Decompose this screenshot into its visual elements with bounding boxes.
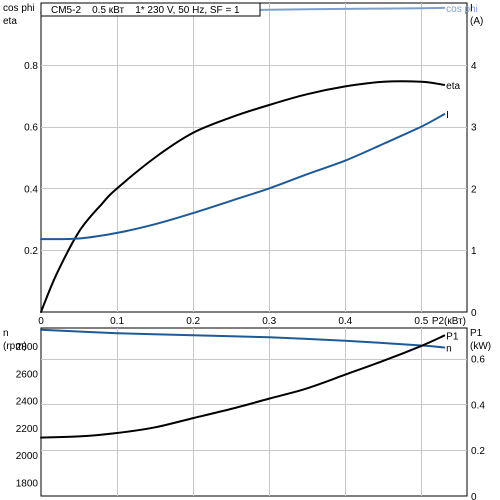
series-line-i xyxy=(40,113,446,241)
series-label-i: I xyxy=(446,110,449,121)
top-right-tick-4: 4 xyxy=(471,61,477,72)
top-right-tick-1: 1 xyxy=(471,246,477,257)
x-tick-label-0: 0 xyxy=(38,316,44,327)
bottom-left-tick-1800: 1800 xyxy=(16,478,39,489)
top-right-axis-label-unit: (A) xyxy=(470,16,483,27)
series-line-eta xyxy=(40,80,446,313)
top-left-tick-0-6: 0.6 xyxy=(24,123,38,134)
bottom-right-tick-labels: 0 0.2 0.4 0.6 xyxy=(471,355,485,500)
chart-title: CM5-2 0.5 кВт 1* 230 V, 50 Hz, SF = 1 xyxy=(51,5,240,16)
bottom-left-axis-label-rpm: (rpm) xyxy=(3,341,27,352)
bottom-series-labels: nP1 xyxy=(446,332,459,355)
top-series-labels: cos phi eta I xyxy=(446,4,478,121)
bottom-left-tick-2200: 2200 xyxy=(16,424,39,435)
bottom-left-axis-label-n: n xyxy=(3,328,9,339)
top-right-tick-labels: 0 1 2 3 4 xyxy=(471,61,477,319)
bottom-left-tick-labels: 1800 2000 2200 2400 2600 2800 xyxy=(16,342,39,489)
bottom-right-tick-0-6: 0.6 xyxy=(471,355,485,366)
x-tick-label-0-5: 0.5 xyxy=(414,316,428,327)
bottom-grid xyxy=(41,328,467,496)
bottom-right-tick-0-2: 0.2 xyxy=(471,446,485,457)
top-plot-area xyxy=(40,2,468,313)
top-left-tick-0-4: 0.4 xyxy=(24,184,38,195)
top-left-tick-labels: 0.2 0.4 0.6 0.8 xyxy=(24,61,38,257)
top-left-tick-0-8: 0.8 xyxy=(24,61,38,72)
bottom-right-tick-0-4: 0.4 xyxy=(471,400,485,411)
top-right-tick-3: 3 xyxy=(471,123,477,134)
bottom-right-axis-label-p1: P1 xyxy=(470,328,483,339)
top-right-axis-label-i: I xyxy=(470,3,473,14)
top-left-tick-0-2: 0.2 xyxy=(24,246,38,257)
bottom-left-tick-2000: 2000 xyxy=(16,451,39,462)
series-label-n: n xyxy=(446,344,452,355)
series-label-cos-phi: cos phi xyxy=(446,4,478,15)
bottom-left-tick-2600: 2600 xyxy=(16,369,39,380)
top-right-tick-2: 2 xyxy=(471,184,477,195)
top-right-tick-0: 0 xyxy=(471,308,477,319)
x-tick-label-0-4: 0.4 xyxy=(338,316,352,327)
top-left-axis-label-eta: eta xyxy=(3,16,17,27)
top-grid xyxy=(41,3,467,312)
x-tick-label-0-2: 0.2 xyxy=(186,316,200,327)
title-box xyxy=(40,2,261,17)
bottom-right-tick-0: 0 xyxy=(471,492,477,500)
x-tick-label-0-3: 0.3 xyxy=(262,316,276,327)
bottom-left-tick-2400: 2400 xyxy=(16,397,39,408)
bottom-series-group xyxy=(40,328,446,439)
series-line-p1 xyxy=(40,334,446,439)
x-tick-label-0-1: 0.1 xyxy=(110,316,124,327)
x-axis-label: P2(кВт) xyxy=(432,316,466,327)
top-left-axis-label-cosphi: cos phi xyxy=(3,3,35,14)
x-tick-labels: 0 0.1 0.2 0.3 0.4 0.5 xyxy=(38,316,429,327)
bottom-left-tick-2800: 2800 xyxy=(16,342,39,353)
bottom-right-axis-label-kw: (kW) xyxy=(470,341,491,352)
series-label-p1: P1 xyxy=(446,332,459,343)
series-label-eta: eta xyxy=(446,81,460,92)
